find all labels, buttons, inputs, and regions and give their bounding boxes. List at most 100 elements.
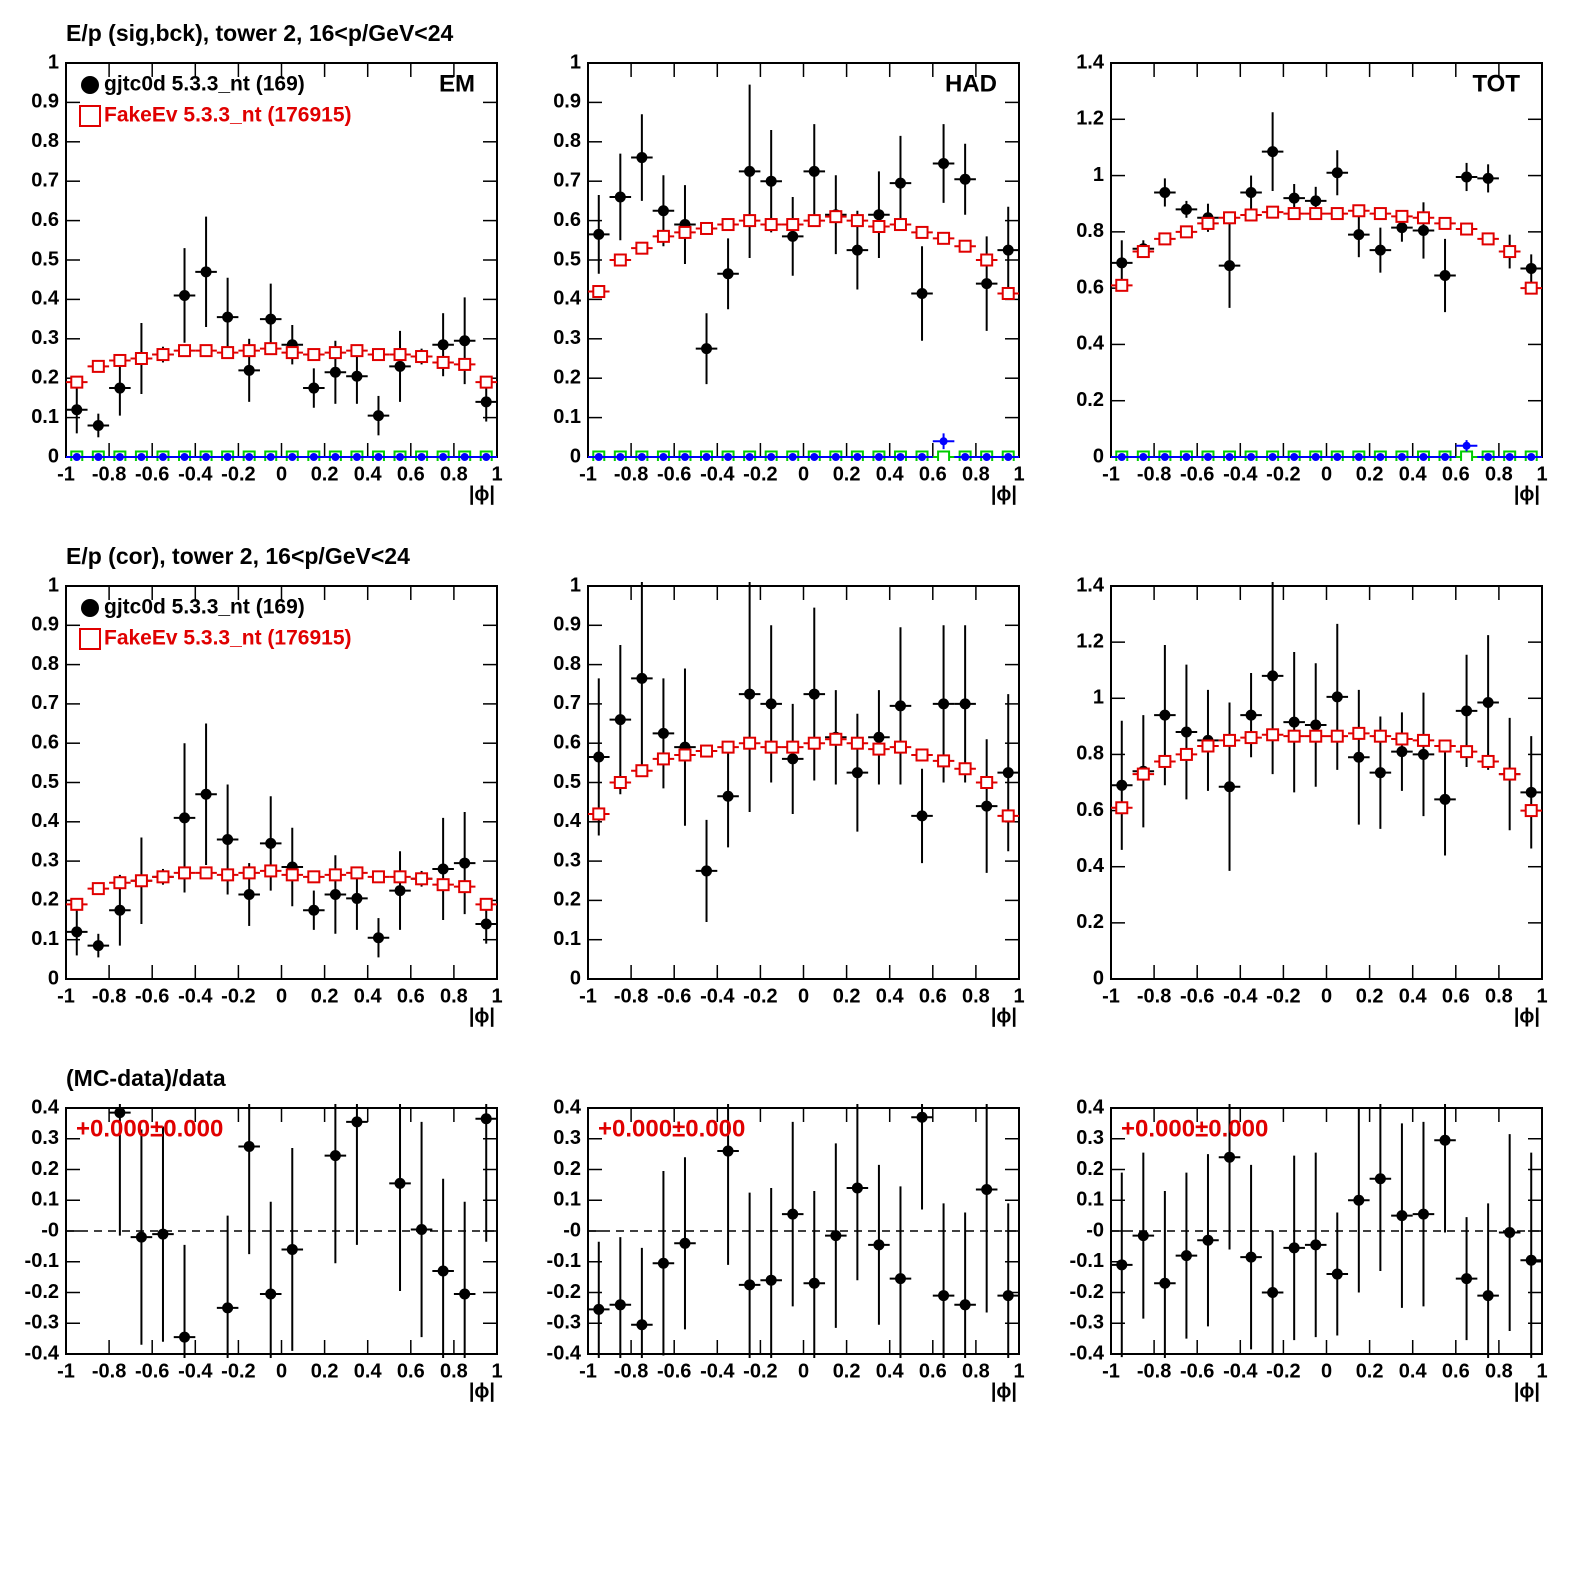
data-point	[1374, 767, 1386, 779]
data-point	[786, 740, 800, 754]
x-tick-label: 0	[1321, 463, 1332, 485]
y-tick-label: 1	[48, 51, 59, 73]
data-point	[265, 313, 277, 325]
y-tick-label: 0.9	[31, 91, 59, 113]
data-point	[1137, 1230, 1149, 1242]
x-tick-label: 0.2	[833, 985, 861, 1007]
y-tick-label: 0.4	[553, 288, 582, 310]
data-point	[328, 868, 342, 882]
data-layer	[588, 582, 1019, 923]
data-point	[1116, 257, 1128, 269]
data-point	[636, 152, 648, 164]
x-tick-label: -0.8	[1137, 985, 1171, 1007]
data-point	[1525, 262, 1537, 274]
legend-label: gjtc0d 5.3.3_nt (169)	[104, 73, 305, 96]
x-tick-label: 0.2	[833, 1360, 861, 1382]
y-tick-label: 0.8	[31, 130, 59, 152]
data-point	[134, 874, 148, 888]
legend-marker	[79, 105, 101, 127]
y-tick-label: 0.8	[553, 653, 581, 675]
data-point	[264, 342, 278, 356]
data-point	[765, 698, 777, 710]
x-tick-label: -0.4	[1223, 463, 1258, 485]
legend-label: FakeEv 5.3.3_nt (176915)	[104, 627, 352, 650]
data-point	[873, 731, 885, 743]
data-point	[1462, 441, 1471, 450]
data-point	[1460, 450, 1474, 461]
x-tick-label: 0.2	[1356, 1360, 1384, 1382]
data-point	[1310, 1239, 1322, 1251]
data-point	[722, 268, 734, 280]
data-point	[918, 453, 927, 461]
data-point	[1503, 245, 1517, 259]
data-point	[94, 453, 103, 461]
data-point	[1002, 244, 1014, 256]
data-point	[1331, 691, 1343, 703]
chart-title: E/p (sig,bck), tower 2, 16<p/GeV<24	[66, 20, 454, 46]
data-point	[331, 453, 340, 461]
data-point	[657, 1257, 669, 1269]
legend-label: FakeEv 5.3.3_nt (176915)	[104, 104, 352, 127]
data-point	[958, 239, 972, 253]
data-point	[916, 810, 928, 822]
data-point	[1159, 1277, 1171, 1289]
y-tick-label: 0	[570, 967, 581, 989]
data-point	[1136, 245, 1150, 259]
chart-title: (MC-data)/data	[66, 1065, 226, 1091]
x-tick-label: 0	[276, 1360, 287, 1382]
data-point	[479, 375, 493, 389]
data-point	[307, 870, 321, 884]
annotation: +0.000±0.000	[1121, 1115, 1268, 1142]
data-point	[179, 1331, 191, 1343]
y-tick-label: 0.1	[553, 1189, 581, 1211]
x-tick-label: -0.2	[743, 463, 777, 485]
data-point	[115, 453, 124, 461]
x-tick-label: -0.8	[92, 985, 126, 1007]
data-point	[1201, 739, 1215, 753]
data-point	[1245, 709, 1257, 721]
y-tick-label: 0.2	[31, 1158, 59, 1180]
panel: 00.10.20.30.40.50.60.70.80.91-1 -0.8 -0.6-…	[553, 51, 1024, 505]
data-point	[744, 165, 756, 177]
data-layer	[109, 1104, 497, 1358]
x-tick-label: 1	[1536, 463, 1547, 485]
data-point	[1460, 222, 1474, 236]
data-point	[959, 1299, 971, 1311]
y-tick-label: 0.5	[553, 771, 581, 793]
x-tick-label: -0.6	[657, 985, 691, 1007]
data-point	[916, 287, 928, 299]
x-tick-label: -0.4	[700, 1360, 735, 1382]
x-tick-label: 0.6	[1442, 1360, 1470, 1382]
data-point	[396, 453, 405, 461]
y-tick-label: 0.6	[553, 731, 581, 753]
data-point	[1353, 751, 1365, 763]
x-tick-label: 0.8	[962, 985, 990, 1007]
data-point	[636, 672, 648, 684]
data-point	[1287, 729, 1301, 743]
data-point	[1179, 225, 1193, 239]
data-point	[894, 700, 906, 712]
data-point	[328, 346, 342, 360]
y-tick-label: 0.6	[553, 209, 581, 231]
y-tick-label: 0.3	[553, 327, 581, 349]
data-point	[807, 214, 821, 228]
data-point	[851, 1182, 863, 1194]
panel: E/p (cor), tower 2, 16<p/GeV<24 0 0.1 0.2 0.…	[31, 543, 502, 1027]
y-tick-label: 0.8	[1076, 220, 1104, 242]
data-point	[459, 857, 471, 869]
data-point	[980, 253, 994, 267]
data-point	[1353, 229, 1365, 241]
data-point	[1203, 453, 1212, 461]
x-tick-label: -0.6	[657, 1360, 691, 1382]
data-point	[114, 382, 126, 394]
x-tick-label: -0.2	[1266, 1360, 1300, 1382]
data-point	[1330, 207, 1344, 221]
x-tick-label: -1	[57, 985, 75, 1007]
data-point	[1158, 232, 1172, 246]
data-point	[657, 205, 669, 217]
data-point	[1373, 207, 1387, 221]
data-point	[460, 453, 469, 461]
x-tick-label: 0.6	[1442, 985, 1470, 1007]
data-point	[70, 897, 84, 911]
data-point	[351, 892, 363, 904]
